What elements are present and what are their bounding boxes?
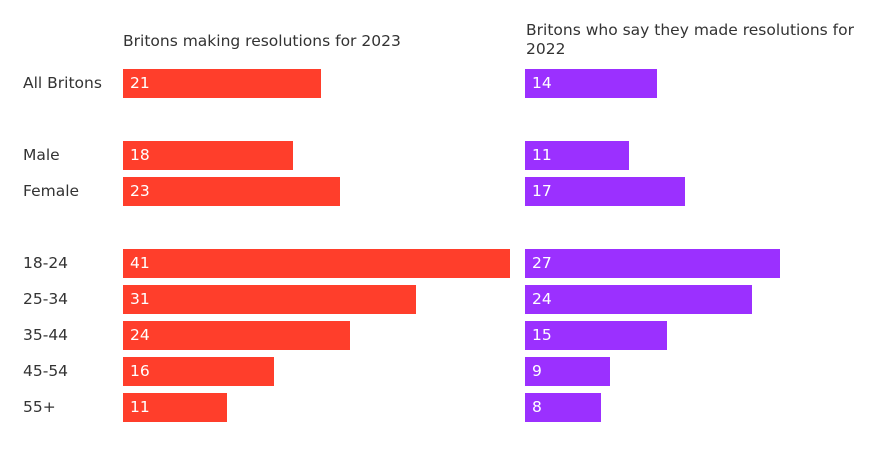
bar-series-2 [525, 393, 601, 422]
bar-series-2 [525, 69, 658, 98]
category-label: 35-44 [23, 326, 69, 344]
category-label: All Britons [23, 74, 102, 92]
bar-series-2 [525, 285, 752, 314]
data-label: 14 [532, 74, 552, 92]
category-label: 55+ [23, 398, 56, 416]
category-label: Female [23, 182, 80, 200]
data-label: 11 [130, 398, 150, 416]
bar-series-2 [525, 321, 667, 350]
bar-series-1 [123, 177, 341, 206]
bar-series-1 [123, 393, 227, 422]
bar-series-2 [525, 249, 780, 278]
data-label: 18 [130, 146, 150, 164]
data-label: 8 [532, 398, 542, 416]
data-label: 21 [130, 74, 150, 92]
bar-series-2 [525, 141, 629, 170]
category-label: 45-54 [23, 362, 69, 380]
data-label: 9 [532, 362, 542, 380]
data-label: 17 [532, 182, 552, 200]
data-label: 16 [130, 362, 150, 380]
bar-series-1 [123, 321, 350, 350]
bar-series-2 [525, 177, 686, 206]
category-label: 25-34 [23, 290, 69, 308]
bar-series-2 [525, 357, 610, 386]
data-label: 23 [130, 182, 150, 200]
data-label: 15 [532, 326, 552, 344]
data-label: 24 [532, 290, 552, 308]
data-label: 41 [130, 254, 150, 272]
bar-series-1 [123, 285, 416, 314]
category-label: Male [23, 146, 60, 164]
data-label: 11 [532, 146, 552, 164]
data-label: 31 [130, 290, 150, 308]
bar-series-1 [123, 69, 322, 98]
data-label: 27 [532, 254, 552, 272]
bar-series-1 [123, 357, 275, 386]
data-label: 24 [130, 326, 150, 344]
bar-series-1 [123, 141, 293, 170]
bar-series-1 [123, 249, 511, 278]
category-label: 18-24 [23, 254, 69, 272]
series-title-2: Britons who say they made resolutions fo… [526, 21, 854, 58]
series-title-1: Britons making resolutions for 2023 [123, 32, 401, 50]
